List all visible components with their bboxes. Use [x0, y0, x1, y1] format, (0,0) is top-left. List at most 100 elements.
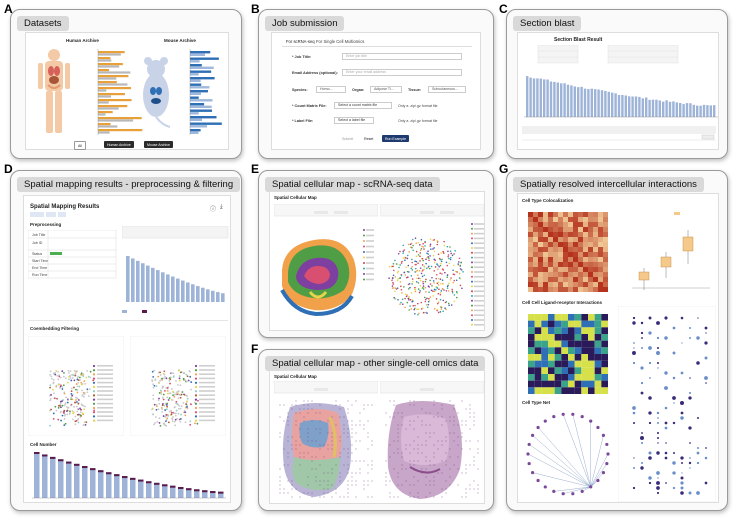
cell-point — [410, 242, 413, 245]
umap-point — [158, 402, 161, 405]
heatmap-cell — [583, 257, 588, 262]
spot — [393, 412, 395, 414]
count-matrix-upload-button[interactable]: Select a count matrix file — [334, 102, 392, 109]
umap-point — [67, 397, 69, 400]
tab-multiomics[interactable]: For Single Cell Multiomics — [316, 39, 365, 44]
email-input[interactable]: Enter your email address — [342, 69, 462, 76]
blast-bar — [611, 92, 614, 117]
umap-point — [185, 373, 188, 376]
network-edge — [590, 435, 604, 487]
preprocessing-label: Preprocessing — [30, 222, 62, 227]
cell-point — [408, 295, 410, 298]
spot — [465, 468, 467, 470]
tissue-select[interactable]: Subcutaneous... — [428, 86, 466, 93]
umap-legend-text — [199, 381, 215, 384]
cell-point — [407, 243, 410, 246]
umap-point — [83, 408, 86, 411]
spot — [389, 444, 391, 446]
spot — [319, 404, 321, 406]
heatmap-cell — [533, 257, 538, 262]
heatmap-cell — [568, 272, 573, 277]
cell-point — [410, 308, 413, 310]
cell-point — [429, 283, 432, 285]
network-edge — [572, 414, 591, 487]
spot — [413, 484, 415, 486]
spot — [307, 404, 309, 406]
mouse-bar-alt — [190, 118, 203, 121]
heatmap-cell — [568, 277, 573, 282]
cell-point — [419, 290, 421, 292]
umap-legend-dot — [194, 373, 198, 376]
run-example-button[interactable]: Run Example — [382, 135, 410, 142]
cell-point — [447, 302, 450, 305]
umap-point — [175, 393, 177, 396]
all-datasets-button[interactable]: All — [74, 141, 86, 150]
legend-dot — [363, 240, 365, 242]
umap-point — [77, 381, 80, 384]
dotplot-dot — [673, 452, 675, 454]
spot — [351, 432, 353, 434]
cell-point — [410, 292, 413, 294]
heatmap-cell — [588, 360, 595, 368]
cell-point — [459, 284, 462, 287]
species-select[interactable]: Homo... — [316, 86, 346, 93]
download-icon[interactable]: ⤓ — [220, 204, 223, 210]
umap-point — [184, 379, 187, 382]
cell-point — [411, 300, 413, 303]
spot — [315, 428, 317, 430]
umap-point — [77, 379, 80, 382]
spot — [279, 476, 281, 478]
heatmap-cell — [568, 217, 573, 222]
submit-button[interactable]: Submit — [342, 137, 354, 141]
reset-button[interactable]: Reset — [364, 137, 374, 141]
heatmap-cell — [558, 252, 563, 257]
heatmap-cell — [548, 374, 555, 381]
dotplot-dot — [664, 406, 668, 410]
mouse-archive-button[interactable]: Mouse Archive — [144, 141, 173, 148]
spot — [473, 464, 475, 466]
spot — [315, 440, 317, 442]
cell-point — [450, 304, 453, 306]
heatmap-cell — [554, 380, 562, 388]
umap-point — [75, 388, 77, 391]
cell-point — [419, 277, 422, 280]
spot — [397, 484, 399, 486]
spot — [307, 436, 309, 438]
spot — [371, 440, 373, 442]
dotplot-dot — [640, 366, 644, 370]
organ-select[interactable]: Adipose Ti... — [370, 86, 402, 93]
heatmap-cell — [533, 287, 538, 292]
spot — [299, 452, 301, 454]
cell-point — [415, 242, 418, 244]
datasets-content: Human Archive Mouse Archive — [25, 32, 229, 150]
multiomics-left-toolbar — [274, 381, 378, 394]
spot — [413, 428, 415, 430]
spot — [397, 412, 399, 414]
heatmap-cell — [583, 222, 588, 227]
spot — [335, 400, 337, 402]
human-archive-button[interactable]: Human Archive — [104, 141, 134, 148]
spot — [465, 472, 467, 474]
human-bar-alt — [98, 71, 131, 74]
spot — [363, 460, 365, 462]
spot — [327, 432, 329, 434]
cell-point — [422, 269, 424, 272]
tab-scrna-seq[interactable]: For scRNA-seq — [286, 39, 315, 44]
cell-point — [426, 297, 428, 300]
cell-point — [459, 265, 462, 267]
spot — [449, 484, 451, 486]
legend-dot — [471, 314, 473, 317]
heatmap-cell — [534, 360, 542, 368]
job-title-input[interactable]: Enter job title — [342, 53, 462, 60]
cell-point — [453, 273, 456, 276]
help-icon[interactable]: ⓘ — [210, 207, 217, 213]
spot — [311, 460, 313, 462]
spot — [335, 424, 337, 426]
label-file-upload-button[interactable]: Select a label file — [334, 117, 374, 124]
dotplot-dot — [704, 376, 708, 380]
umap-point — [153, 384, 156, 387]
cell-point — [425, 278, 427, 281]
panel-c: Section blast Section Blast Result — [506, 9, 728, 159]
heatmap-cell — [553, 252, 558, 257]
cell-point — [403, 286, 405, 288]
